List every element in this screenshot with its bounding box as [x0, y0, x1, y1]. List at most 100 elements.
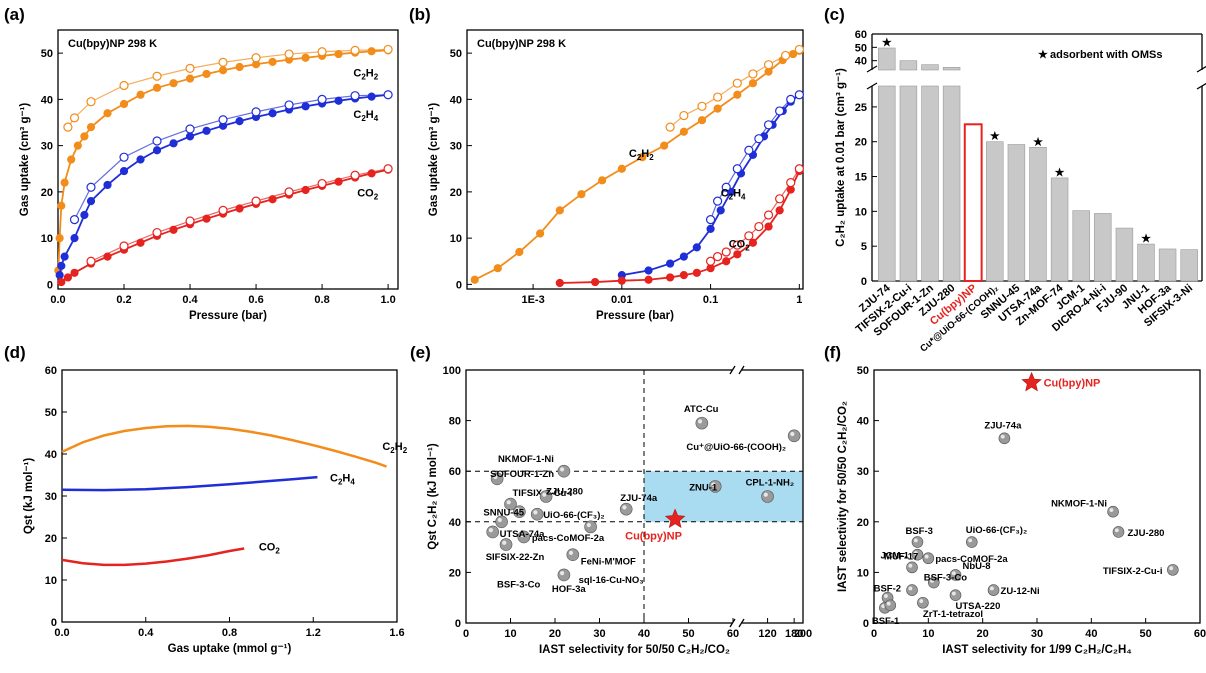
adsorption-point-C2H2 — [55, 234, 64, 243]
y-tick-label: 10 — [857, 567, 869, 579]
y-axis-label: Gas uptake (cm³ g⁻¹) — [428, 103, 440, 217]
adsorption-point-CO2 — [57, 277, 66, 287]
x-tick-label: 50 — [1140, 628, 1152, 640]
x-tick-label: 50 — [682, 628, 694, 640]
point-label: BSF-3-Co — [924, 573, 967, 584]
series-label-CO2: CO2 — [357, 188, 379, 202]
data-point-highlight — [989, 586, 994, 591]
desorption-point-C2H4 — [86, 182, 96, 192]
y-tick-label: 60 — [855, 29, 867, 41]
adsorption-point-C2H4 — [367, 92, 376, 101]
point-label: ATC-Cu — [684, 404, 719, 415]
y-tick-label: 40 — [450, 94, 462, 106]
y-tick-label: 50 — [857, 365, 869, 377]
bar — [1115, 227, 1134, 282]
axis-break-mark — [866, 82, 878, 90]
data-point-highlight — [951, 571, 956, 576]
x-axis-label: IAST selectivity for 1/99 C₂H₂/C₂H₄ — [942, 644, 1132, 656]
oms-star: ★ — [1055, 167, 1065, 179]
panel-label-b: (b) — [409, 5, 431, 24]
x-tick-label: 180 — [785, 628, 803, 640]
x-tick-label: 0.0 — [50, 294, 65, 306]
point-label: CPL-1-NH₂ — [746, 478, 795, 489]
desorption-point-C2H2 — [218, 57, 228, 67]
chart-b-plot-frame — [466, 29, 804, 290]
series-label-C2H2: C2H2 — [629, 148, 654, 162]
data-point — [486, 525, 500, 539]
x-tick-label: 1.6 — [389, 627, 404, 639]
highlight-region — [644, 471, 803, 522]
point-label: sql-16-Cu-NO₃ — [579, 575, 644, 586]
axis-break-gap — [732, 619, 742, 627]
adsorption-point-C2H4 — [169, 139, 178, 148]
adsorption-point-C2H4 — [692, 243, 701, 252]
y-tick-label: 50 — [45, 407, 57, 419]
x-tick-label: 1.0 — [380, 294, 395, 306]
highlight-star — [664, 508, 686, 529]
desorption-point-CO2 — [152, 227, 162, 238]
desorption-point-CO2 — [251, 196, 261, 206]
point-label: ZU-12-Ni — [1001, 586, 1040, 597]
desorption-line-CO2 — [710, 168, 800, 262]
y-tick-label: 15 — [855, 172, 867, 184]
series-line-CO2 — [61, 547, 245, 567]
desorption-point-CO2 — [185, 216, 195, 226]
point-label: ZrT-1-tetrazol — [923, 609, 983, 620]
adsorption-point-C2H4 — [57, 261, 66, 270]
desorption-point-CO2 — [218, 205, 228, 215]
desorption-point-CO2 — [754, 221, 764, 232]
bar-upper — [878, 47, 896, 71]
point-label: ZJU-280 — [1128, 528, 1165, 539]
desorption-point-C2H4 — [350, 91, 360, 101]
oms-star: ★ — [882, 37, 892, 49]
adsorption-point-C2H4 — [152, 146, 162, 155]
desorption-point-C2H4 — [69, 215, 80, 225]
adsorption-point-C2H2 — [748, 79, 758, 88]
chart-panel-a: 0.0 0.2 0.4 0.6 0.8 1.0 0 10 20 30 40 50 Pressure (b… — [19, 29, 399, 322]
adsorption-point-C2H2 — [733, 90, 742, 99]
desorption-point-C2H4 — [721, 182, 731, 192]
x-tick-label: 40 — [638, 628, 650, 640]
adsorption-point-C2H4 — [666, 259, 675, 268]
data-point-highlight — [886, 601, 891, 606]
y-axis-label: Qst (kJ mol⁻¹) — [23, 458, 35, 535]
data-point-highlight — [568, 550, 574, 555]
chart-d-plot-frame — [61, 369, 398, 623]
y-tick-label: 10 — [45, 575, 57, 587]
desorption-point-C2H2 — [780, 50, 791, 61]
desorption-point-CO2 — [763, 210, 774, 220]
y-axis-label: Gas uptake (cm³ g⁻¹) — [19, 103, 31, 217]
desorption-point-CO2 — [284, 187, 294, 197]
adsorption-point-C2H2 — [67, 155, 76, 164]
adsorption-point-C2H2 — [555, 206, 564, 215]
desorption-line-C2H2 — [67, 48, 389, 128]
y-tick-label: 30 — [45, 491, 57, 503]
adsorption-point-CO2 — [555, 278, 564, 288]
point-label: ZJU-280 — [546, 487, 583, 498]
y-tick-label: 20 — [857, 517, 869, 529]
point-label: TIFSIX-2-Cu-i — [1103, 566, 1163, 577]
desorption-point-CO2 — [732, 240, 742, 250]
data-point-highlight — [763, 492, 768, 497]
point-label: BSF-2 — [874, 584, 901, 595]
data-point-highlight — [1109, 508, 1114, 512]
adsorption-point-CO2 — [70, 268, 79, 277]
desorption-point-C2H4 — [383, 90, 393, 100]
x-tick-label: 1 — [796, 294, 802, 306]
x-tick-label: 0.6 — [248, 294, 263, 306]
bar — [921, 85, 939, 282]
desorption-point-C2H4 — [119, 152, 129, 162]
y-tick-label: 25 — [855, 102, 867, 114]
data-point-highlight — [924, 554, 929, 559]
data-point-highlight — [1000, 434, 1005, 439]
desorption-point-C2H4 — [713, 196, 723, 206]
panel-label-c: (c) — [824, 5, 845, 24]
desorption-point-C2H2 — [679, 110, 689, 121]
point-label: NKMOF-1-Ni — [498, 454, 554, 465]
series-label-CO2: CO2 — [729, 238, 751, 252]
panel-label-a: (a) — [4, 5, 25, 24]
desorption-point-C2H2 — [350, 45, 360, 55]
adsorption-point-C2H4 — [301, 102, 310, 111]
desorption-point-C2H4 — [218, 115, 228, 125]
